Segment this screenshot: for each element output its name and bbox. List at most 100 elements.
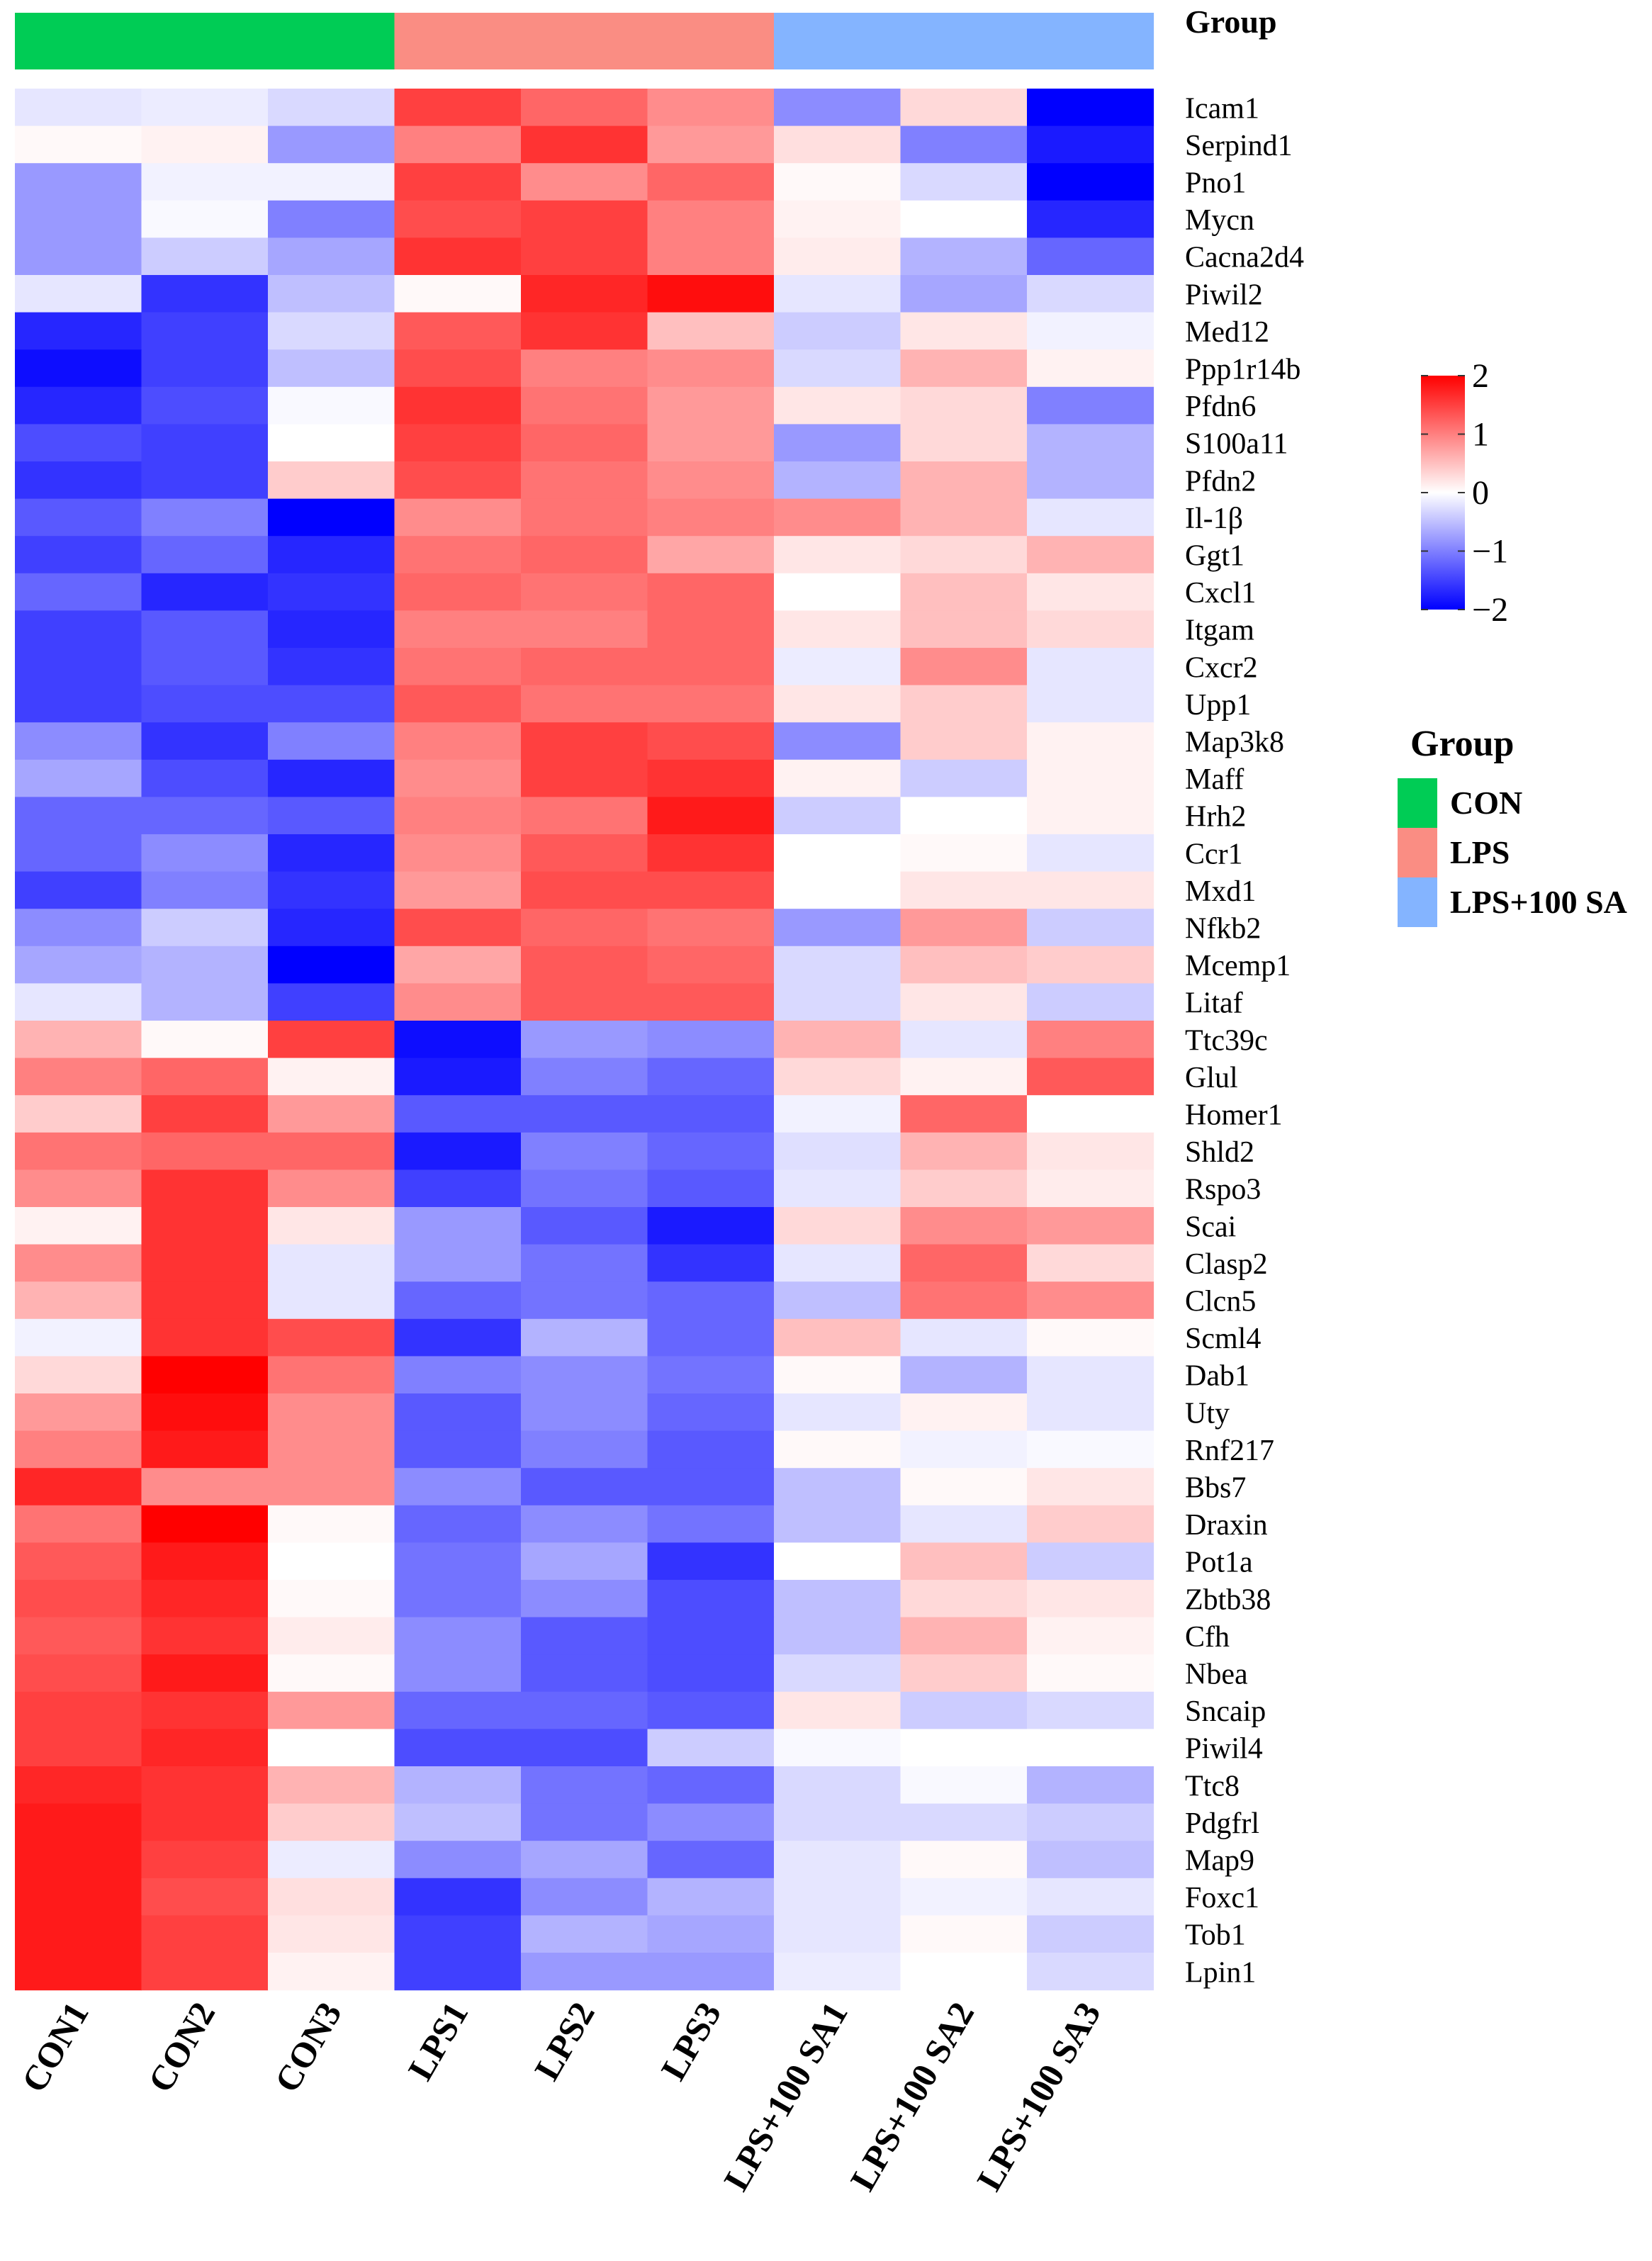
heatmap-cell — [1027, 200, 1154, 238]
heatmap-cell — [647, 573, 775, 611]
gene-label: Shld2 — [1185, 1136, 1254, 1169]
heatmap-cell — [774, 1393, 901, 1432]
heatmap-cell — [141, 1207, 269, 1245]
heatmap-cell — [394, 722, 522, 761]
heatmap-cell — [394, 1915, 522, 1953]
heatmap-cell — [394, 1356, 522, 1394]
heatmap-cell — [141, 312, 269, 350]
heatmap-cell — [394, 1580, 522, 1618]
heatmap-cell — [900, 1430, 1028, 1469]
heatmap-cell — [647, 685, 775, 723]
heatmap-cell — [268, 1654, 395, 1693]
heatmap-cell — [774, 871, 901, 909]
heatmap-cell — [15, 1729, 142, 1767]
heatmap-cell — [521, 1505, 648, 1543]
heatmap-cell — [1027, 1729, 1154, 1767]
heatmap-cell — [141, 89, 269, 127]
heatmap-cell — [647, 1953, 775, 1991]
heatmap-cell — [900, 1021, 1028, 1059]
heatmap-cell — [647, 1169, 775, 1208]
heatmap-cell — [1027, 1691, 1154, 1729]
heatmap-cell — [647, 1617, 775, 1655]
heatmap-cell — [774, 685, 901, 723]
heatmap-cell — [268, 386, 395, 425]
gene-label: Homer1 — [1185, 1099, 1283, 1132]
heatmap-cell — [774, 1878, 901, 1916]
heatmap-cell — [1027, 1318, 1154, 1357]
heatmap-cell — [15, 1953, 142, 1991]
heatmap-cell — [774, 1580, 901, 1618]
heatmap-cell — [900, 237, 1028, 276]
heatmap-cell — [394, 1878, 522, 1916]
heatmap-cell — [521, 797, 648, 835]
heatmap-cell — [15, 648, 142, 686]
heatmap-cell — [521, 275, 648, 313]
gene-label: Scai — [1185, 1211, 1236, 1243]
heatmap-cell — [15, 1318, 142, 1357]
heatmap-cell — [394, 386, 522, 425]
heatmap-cell — [15, 312, 142, 350]
heatmap-cell — [394, 1132, 522, 1170]
heatmap-cell — [268, 1207, 395, 1245]
heatmap-cell — [1027, 461, 1154, 500]
gene-label: Mycn — [1185, 204, 1254, 237]
heatmap-cell — [647, 1580, 775, 1618]
heatmap-cell — [900, 1505, 1028, 1543]
gene-label: Upp1 — [1185, 689, 1251, 722]
heatmap-cell — [521, 1468, 648, 1506]
heatmap-cell — [15, 1132, 142, 1170]
heatmap-cell — [774, 424, 901, 462]
heatmap-cell — [900, 424, 1028, 462]
heatmap-cell — [521, 1393, 648, 1432]
heatmap-cell — [1027, 1953, 1154, 1991]
heatmap-cell — [141, 275, 269, 313]
heatmap-cell — [15, 1878, 142, 1916]
heatmap-cell — [15, 685, 142, 723]
heatmap-cell — [774, 461, 901, 500]
gene-label: Rspo3 — [1185, 1174, 1261, 1206]
heatmap-cell — [774, 1505, 901, 1543]
heatmap-cells — [15, 89, 1154, 1991]
heatmap-cell — [647, 1542, 775, 1581]
heatmap-cell — [521, 1021, 648, 1059]
gene-label: Glul — [1185, 1062, 1238, 1094]
heatmap-cell — [774, 89, 901, 127]
group-legend-label: CON — [1450, 785, 1522, 821]
heatmap-cell — [521, 909, 648, 947]
heatmap-cell — [394, 461, 522, 500]
heatmap-cell — [1027, 1430, 1154, 1469]
heatmap-cell — [1027, 1095, 1154, 1133]
heatmap-cell — [900, 983, 1028, 1021]
heatmap-cell — [900, 610, 1028, 649]
heatmap-cell — [15, 1580, 142, 1618]
heatmap-cell — [1027, 275, 1154, 313]
heatmap-cell — [268, 909, 395, 947]
heatmap-cell — [141, 1281, 269, 1320]
heatmap-cell — [268, 722, 395, 761]
heatmap-cell — [521, 610, 648, 649]
gene-label: Lpin1 — [1185, 1956, 1256, 1989]
heatmap-cell — [900, 648, 1028, 686]
group-bar-cell — [141, 13, 269, 69]
heatmap-cell — [394, 685, 522, 723]
heatmap-cell — [268, 834, 395, 873]
heatmap-cell — [1027, 424, 1154, 462]
heatmap-cell — [900, 1468, 1028, 1506]
gene-label: Ppp1r14b — [1185, 354, 1300, 386]
heatmap-cell — [774, 237, 901, 276]
heatmap-cell — [268, 1057, 395, 1096]
heatmap-cell — [647, 386, 775, 425]
sample-label: CON3 — [266, 1995, 349, 2099]
gene-label: Mxd1 — [1185, 875, 1256, 908]
gene-label: Pdgfrl — [1185, 1807, 1259, 1840]
heatmap-cell — [521, 1654, 648, 1693]
heatmap-cell — [900, 1095, 1028, 1133]
heatmap-cell — [141, 1393, 269, 1432]
heatmap-cell — [141, 1691, 269, 1729]
heatmap-cell — [394, 797, 522, 835]
heatmap-cell — [15, 1691, 142, 1729]
heatmap-cell — [268, 89, 395, 127]
heatmap-cell — [268, 237, 395, 276]
heatmap-cell — [394, 610, 522, 649]
